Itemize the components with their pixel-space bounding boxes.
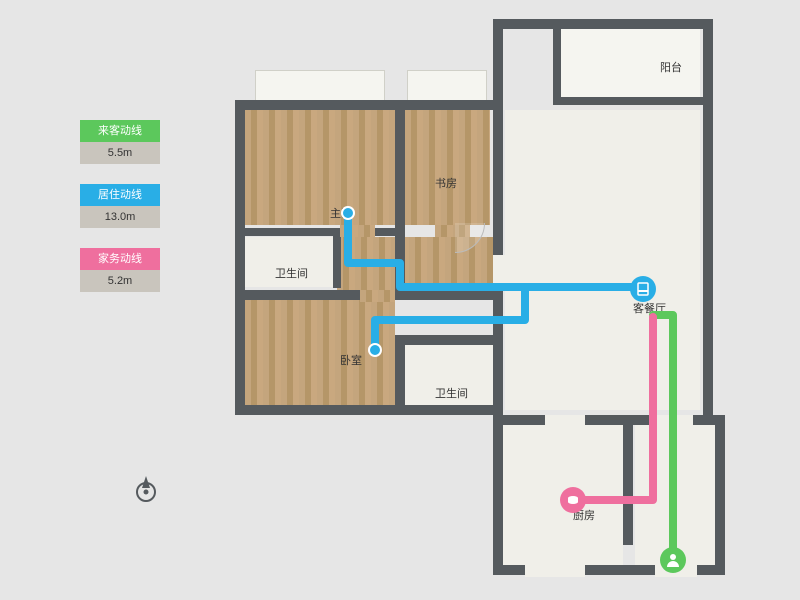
legend-label-chores: 家务动线 [80, 248, 160, 270]
legend: 来客动线 5.5m 居住动线 13.0m 家务动线 5.2m [80, 120, 160, 312]
floorplan: 阳台 主卧 书房 卫生间 卧室 卫生间 客餐厅 厨房 [225, 15, 765, 585]
legend-item-guest: 来客动线 5.5m [80, 120, 160, 164]
label-living: 客餐厅 [633, 300, 666, 316]
legend-value-guest: 5.5m [80, 142, 160, 164]
room-master [245, 110, 395, 225]
door-kitchen [545, 415, 585, 427]
wall [235, 405, 500, 415]
legend-value-resident: 13.0m [80, 206, 160, 228]
label-bedroom: 卧室 [340, 352, 362, 368]
label-bath2: 卫生间 [435, 385, 468, 401]
door-living [493, 255, 505, 290]
wall [395, 335, 500, 345]
legend-label-resident: 居住动线 [80, 184, 160, 206]
legend-item-chores: 家务动线 5.2m [80, 248, 160, 292]
wall [493, 19, 503, 419]
wall [715, 415, 725, 575]
wall [553, 19, 561, 101]
wall [553, 97, 708, 105]
label-balcony: 阳台 [660, 59, 682, 75]
label-bath1: 卫生间 [275, 265, 308, 281]
compass-icon [130, 472, 162, 504]
wall [493, 19, 713, 29]
legend-item-resident: 居住动线 13.0m [80, 184, 160, 228]
wall [235, 100, 245, 410]
room-study [405, 110, 490, 225]
door-entry-inner [653, 415, 693, 427]
legend-label-guest: 来客动线 [80, 120, 160, 142]
corridor [337, 237, 502, 297]
wall [395, 100, 405, 295]
label-study: 书房 [435, 175, 457, 191]
room-bedroom [245, 300, 395, 405]
legend-value-chores: 5.2m [80, 270, 160, 292]
wall [235, 100, 500, 110]
wall [395, 335, 405, 410]
person-icon [660, 547, 686, 573]
pot-icon [560, 487, 586, 513]
room-living [505, 110, 700, 410]
wall [703, 19, 713, 419]
label-master: 主卧 [330, 205, 352, 221]
wall [493, 415, 503, 570]
wall [623, 415, 633, 545]
wall [235, 228, 405, 236]
wall [333, 228, 341, 288]
door-icon [630, 276, 656, 302]
door-bedroom [360, 290, 395, 302]
room-entry [635, 425, 715, 565]
window-kitchen [525, 565, 585, 577]
door-master [340, 225, 375, 237]
